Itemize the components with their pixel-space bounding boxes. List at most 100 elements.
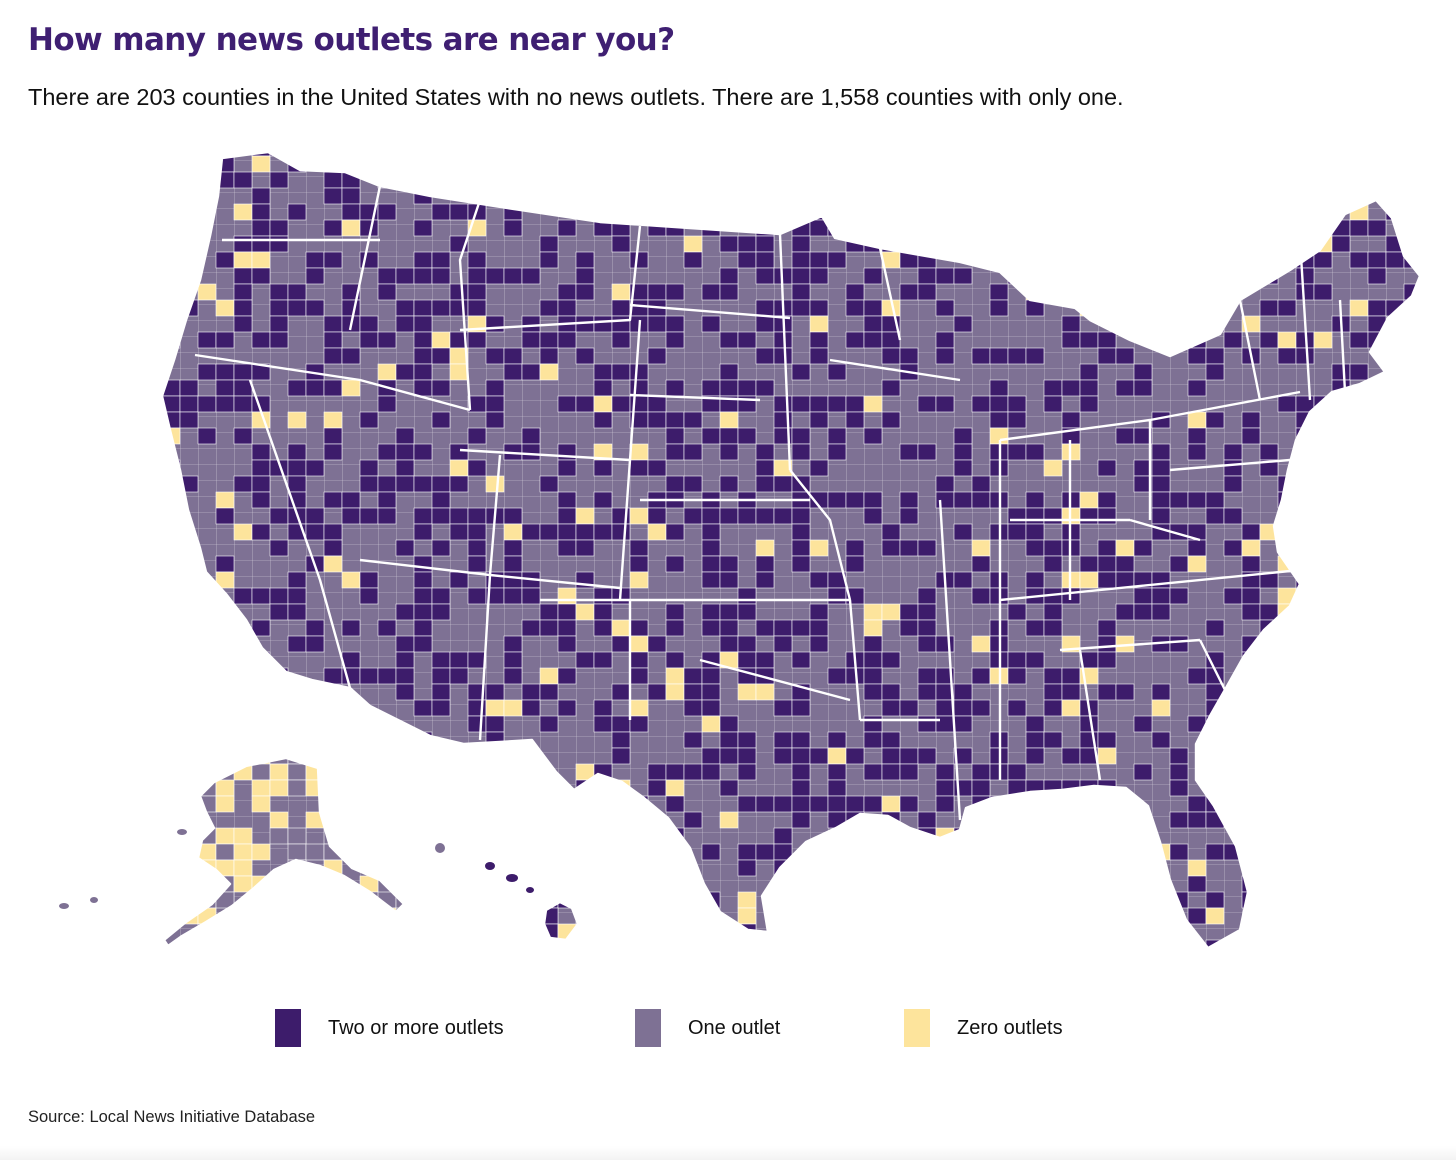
county-cell xyxy=(323,152,343,157)
county-cell xyxy=(701,315,721,333)
county-cell xyxy=(557,811,577,829)
county-cell xyxy=(611,619,631,637)
county-cell xyxy=(1061,747,1081,765)
county-cell xyxy=(899,619,919,637)
county-cell xyxy=(36,348,54,364)
county-cell xyxy=(827,251,847,269)
county-cell xyxy=(953,491,973,509)
county-cell xyxy=(108,428,126,444)
county-cell xyxy=(665,763,685,781)
county-cell xyxy=(701,283,721,301)
county-cell xyxy=(521,587,541,605)
county-cell xyxy=(251,331,271,349)
county-cell xyxy=(215,331,235,349)
county-cell xyxy=(1079,171,1099,189)
county-cell xyxy=(575,507,595,525)
county-cell xyxy=(827,731,847,749)
county-cell xyxy=(1277,331,1297,349)
county-cell xyxy=(845,923,865,941)
county-cell xyxy=(863,187,883,205)
county-cell xyxy=(431,475,451,493)
county-cell xyxy=(1259,715,1279,733)
county-cell xyxy=(108,460,126,476)
county-cell xyxy=(1115,811,1135,829)
county-cell xyxy=(1241,683,1261,701)
county-cell xyxy=(323,715,343,733)
county-cell xyxy=(881,795,901,813)
county-cell xyxy=(539,939,559,948)
county-cell xyxy=(413,811,433,829)
county-cell xyxy=(0,764,18,780)
county-cell xyxy=(503,363,523,381)
county-cell xyxy=(755,795,775,813)
county-cell xyxy=(162,235,181,253)
county-cell xyxy=(539,331,559,349)
county-cell xyxy=(809,635,829,653)
county-cell xyxy=(197,731,217,749)
county-cell xyxy=(665,315,685,333)
county-cell xyxy=(72,764,90,780)
county-cell xyxy=(1097,651,1117,669)
county-cell xyxy=(1061,795,1081,813)
county-cell xyxy=(395,667,415,685)
county-cell xyxy=(917,587,937,605)
county-cell xyxy=(1061,315,1081,333)
county-cell xyxy=(1277,235,1297,253)
county-cell xyxy=(1187,315,1207,333)
county-cell xyxy=(162,667,181,685)
county-cell xyxy=(1259,603,1279,621)
county-cell xyxy=(737,427,757,445)
county-cell xyxy=(629,251,649,269)
county-cell xyxy=(737,331,757,349)
county-cell xyxy=(990,956,1008,970)
county-cell xyxy=(72,956,90,970)
county-cell xyxy=(18,844,36,860)
county-cell xyxy=(827,363,847,381)
county-cell xyxy=(1440,220,1456,236)
county-cell xyxy=(1331,923,1351,941)
county-cell xyxy=(467,152,487,157)
county-cell xyxy=(162,315,181,333)
county-cell xyxy=(1403,939,1420,948)
county-cell xyxy=(233,171,253,189)
county-cell xyxy=(197,363,217,381)
county-cell xyxy=(737,235,757,253)
county-cell xyxy=(162,152,163,157)
county-cell xyxy=(1061,267,1081,285)
county-cell xyxy=(1151,475,1171,493)
county-cell xyxy=(899,699,919,717)
county-cell xyxy=(917,152,937,157)
county-cell xyxy=(1313,251,1333,269)
county-cell xyxy=(773,152,793,157)
county-cell xyxy=(1151,283,1171,301)
county-cell xyxy=(1007,411,1027,429)
county-cell xyxy=(1385,875,1405,893)
county-cell xyxy=(935,779,955,797)
county-cell xyxy=(1205,491,1225,509)
county-cell xyxy=(845,795,865,813)
county-cell xyxy=(305,843,325,861)
county-cell xyxy=(341,843,361,861)
county-cell xyxy=(413,555,433,573)
county-cell xyxy=(36,284,54,300)
county-cell xyxy=(1187,443,1207,461)
county-cell xyxy=(575,347,595,365)
county-cell xyxy=(611,827,631,845)
county-cell xyxy=(341,152,361,157)
county-cell xyxy=(162,619,163,637)
county-cell xyxy=(1440,620,1456,636)
county-cell xyxy=(953,443,973,461)
county-cell xyxy=(1007,939,1027,948)
county-cell xyxy=(0,716,18,732)
county-cell xyxy=(593,459,613,477)
county-cell xyxy=(737,763,757,781)
county-cell xyxy=(54,764,72,780)
county-cell xyxy=(36,956,54,970)
county-cell xyxy=(953,427,973,445)
county-cell xyxy=(54,780,72,796)
county-cell xyxy=(269,779,289,797)
county-cell xyxy=(54,908,72,924)
county-cell xyxy=(611,395,631,413)
county-cell xyxy=(54,700,72,716)
county-cell xyxy=(1187,811,1207,829)
